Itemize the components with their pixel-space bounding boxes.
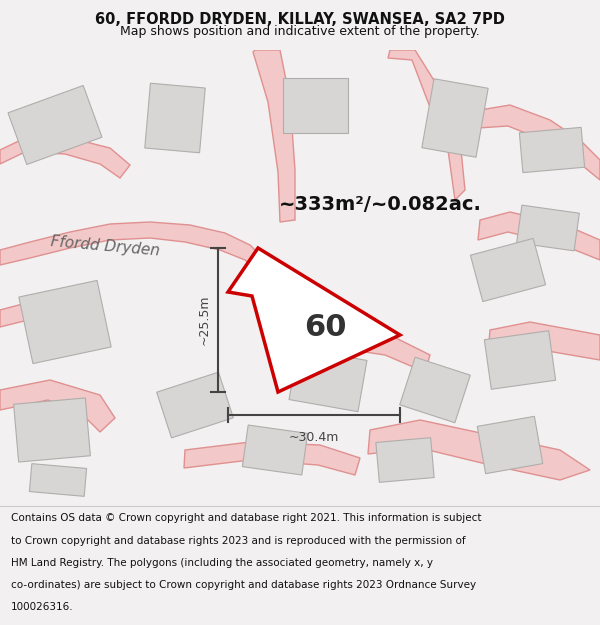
Polygon shape <box>289 348 367 412</box>
Polygon shape <box>470 238 545 302</box>
Polygon shape <box>368 420 590 480</box>
Polygon shape <box>29 464 86 496</box>
Text: HM Land Registry. The polygons (including the associated geometry, namely x, y: HM Land Registry. The polygons (includin… <box>11 558 433 568</box>
Polygon shape <box>484 331 556 389</box>
Text: co-ordinates) are subject to Crown copyright and database rights 2023 Ordnance S: co-ordinates) are subject to Crown copyr… <box>11 580 476 590</box>
Polygon shape <box>520 127 584 172</box>
Text: Ffordd Dryden: Ffordd Dryden <box>50 234 160 258</box>
Polygon shape <box>0 380 115 432</box>
Text: 60, FFORDD DRYDEN, KILLAY, SWANSEA, SA2 7PD: 60, FFORDD DRYDEN, KILLAY, SWANSEA, SA2 … <box>95 12 505 28</box>
Text: Contains OS data © Crown copyright and database right 2021. This information is : Contains OS data © Crown copyright and d… <box>11 513 481 523</box>
Polygon shape <box>253 50 295 222</box>
Polygon shape <box>388 50 465 200</box>
Polygon shape <box>517 205 580 251</box>
Text: ~25.5m: ~25.5m <box>197 295 211 345</box>
Polygon shape <box>8 86 102 164</box>
Polygon shape <box>0 222 260 268</box>
Polygon shape <box>478 105 600 180</box>
Polygon shape <box>145 83 205 152</box>
Polygon shape <box>376 438 434 483</box>
Polygon shape <box>184 442 360 475</box>
Polygon shape <box>228 248 400 392</box>
Polygon shape <box>14 398 91 462</box>
Text: 100026316.: 100026316. <box>11 602 73 612</box>
Text: ~30.4m: ~30.4m <box>289 431 339 444</box>
Polygon shape <box>488 322 600 360</box>
Text: ~333m²/~0.082ac.: ~333m²/~0.082ac. <box>278 196 481 214</box>
Polygon shape <box>19 281 111 364</box>
Polygon shape <box>422 79 488 158</box>
Polygon shape <box>0 138 130 178</box>
Polygon shape <box>0 302 80 340</box>
Polygon shape <box>478 212 600 260</box>
Text: to Crown copyright and database rights 2023 and is reproduced with the permissio: to Crown copyright and database rights 2… <box>11 536 466 546</box>
Text: 60: 60 <box>304 314 346 342</box>
Text: Map shows position and indicative extent of the property.: Map shows position and indicative extent… <box>120 24 480 38</box>
Polygon shape <box>283 78 347 132</box>
Polygon shape <box>477 416 543 474</box>
Polygon shape <box>400 357 470 422</box>
Polygon shape <box>157 372 233 438</box>
Polygon shape <box>242 425 308 475</box>
Polygon shape <box>293 330 430 372</box>
